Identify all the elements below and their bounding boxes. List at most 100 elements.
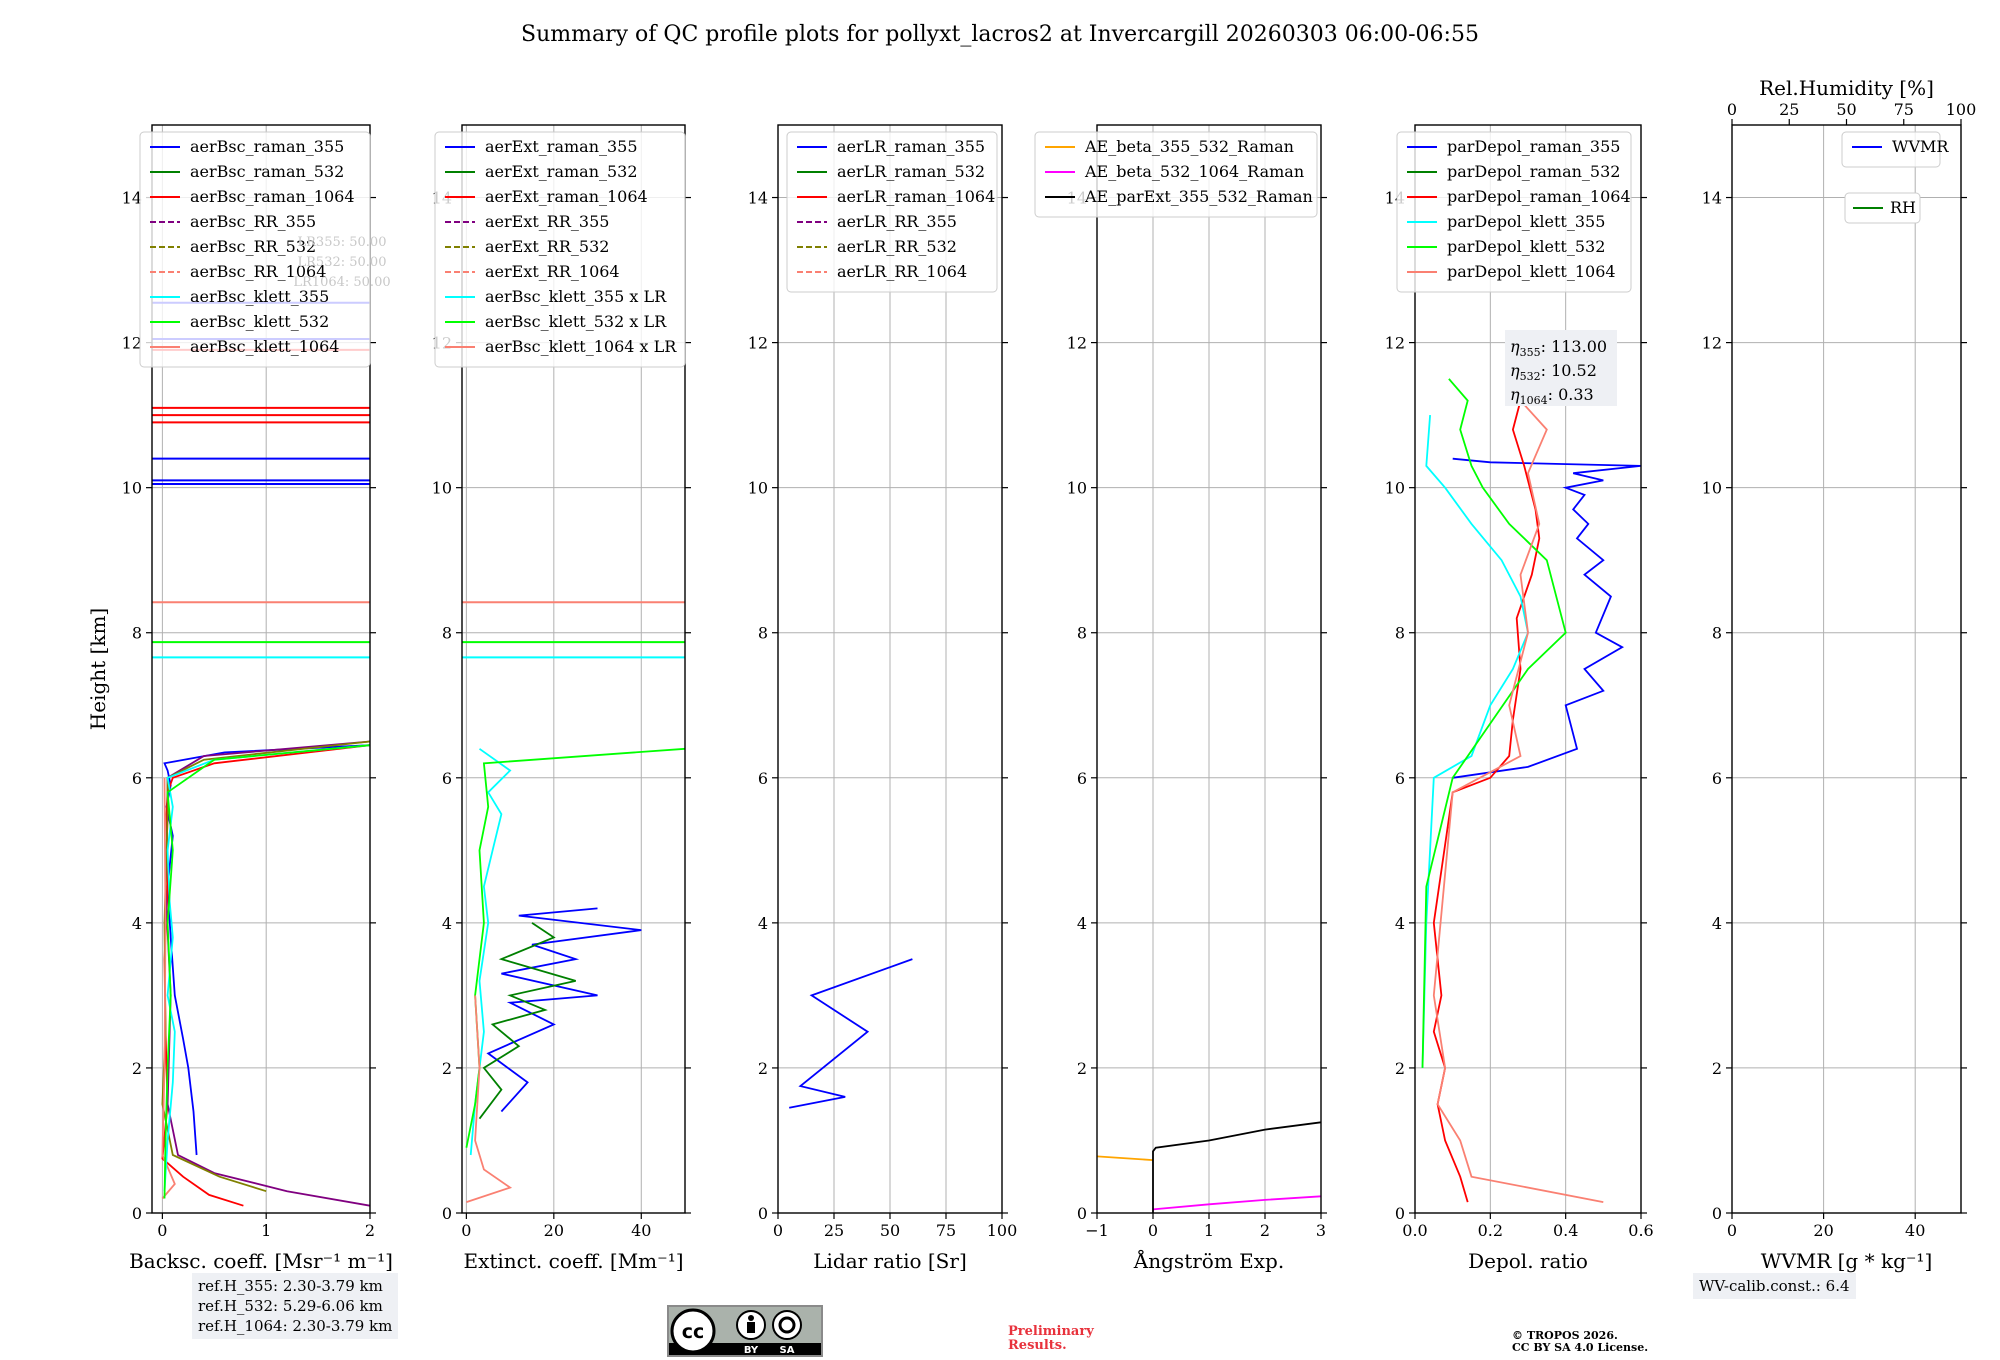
legend-label: aerBsc_raman_532 — [190, 162, 344, 181]
y-tick-label: 6 — [758, 769, 768, 788]
y-tick-label: 6 — [1395, 769, 1405, 788]
legend-label: aerBsc_RR_355 — [190, 212, 316, 231]
data-group-lr — [789, 958, 913, 1109]
x-tick-label: 20 — [544, 1221, 564, 1240]
ref-height-1064: ref.H_1064: 2.30-3.79 km — [198, 1317, 393, 1335]
legend-box — [1034, 131, 1318, 218]
legend-label: aerBsc_klett_355 x LR — [485, 287, 667, 306]
legend-label: parDepol_raman_532 — [1447, 162, 1620, 181]
x-tick-label: 1 — [1204, 1221, 1214, 1240]
series-line-AE_beta_355_532_Raman — [1097, 1155, 1154, 1161]
legend-label: aerExt_raman_1064 — [485, 187, 648, 206]
legend-label: aerBsc_raman_1064 — [190, 187, 355, 206]
legend-label: aerLR_raman_1064 — [837, 187, 995, 206]
sa-text: SA — [780, 1345, 795, 1355]
series-line-aerExt_raman_355 — [486, 907, 642, 1113]
legend-box — [1396, 131, 1632, 293]
y-tick-label: 10 — [122, 479, 142, 498]
legend-label: aerBsc_klett_532 — [190, 312, 329, 331]
legend-box — [434, 131, 686, 368]
x-tick-label: 0 — [773, 1221, 783, 1240]
data-group-depol — [1421, 371, 1641, 1203]
y-tick-label: 12 — [1702, 334, 1722, 353]
eta-box — [1505, 330, 1617, 406]
cc-text: cc — [682, 1321, 705, 1343]
x-tick-label: 2 — [1260, 1221, 1270, 1240]
series-line-aerExt_raman_532 — [478, 922, 576, 1120]
x-tick-label: 0 — [1148, 1221, 1158, 1240]
preliminary-line-1: Preliminary — [1008, 1324, 1094, 1339]
y-tick-label: 2 — [442, 1059, 452, 1078]
copyright-note: © TROPOS 2026. CC BY SA 4.0 License. — [1512, 1330, 1648, 1354]
copyright-line-2: CC BY SA 4.0 License. — [1512, 1341, 1649, 1354]
legend-bsc: aerBsc_raman_355 aerBsc_raman_532 aerBsc_r… — [139, 131, 371, 368]
cc-license-logo: cc BY SA — [667, 1305, 823, 1357]
series-line-parDepol_klett_1064 — [1432, 371, 1604, 1203]
series-line-aerBsc_raman_355 — [163, 744, 370, 1156]
series-line-AE_beta_532_1064_Raman — [1152, 1195, 1321, 1211]
legend-label: aerLR_RR_355 — [837, 212, 957, 231]
x2-axis-label: Rel.Humidity [%] — [1759, 76, 1934, 100]
axes-frame — [777, 124, 1003, 1214]
x-axis-label: Depol. ratio — [1468, 1249, 1588, 1273]
preliminary-line-2: Results. — [1008, 1338, 1067, 1353]
x-tick-label: 0.2 — [1478, 1221, 1503, 1240]
legend-box — [139, 131, 371, 368]
y-tick-label: 4 — [442, 914, 452, 933]
x2-tick-label: 50 — [1836, 100, 1856, 119]
y-tick-label: 0 — [442, 1204, 452, 1223]
y-tick-label: 12 — [122, 334, 142, 353]
y-tick-label: 4 — [1712, 914, 1722, 933]
series-line-aerBsc_klett_355 x LR — [469, 748, 512, 1156]
legend-label: aerLR_raman_532 — [837, 162, 985, 181]
x-tick-label: 20 — [1813, 1221, 1833, 1240]
x2-tick-label: 75 — [1894, 100, 1914, 119]
legend-label: aerLR_raman_355 — [837, 137, 985, 156]
axes-frame — [151, 124, 371, 1214]
legend-label: AE_beta_532_1064_Raman — [1084, 162, 1304, 181]
y-tick-label: 4 — [1395, 914, 1405, 933]
x2-tick-label: 0 — [1727, 100, 1737, 119]
y-tick-label: 2 — [758, 1059, 768, 1078]
y-tick-label: 0 — [1077, 1204, 1087, 1223]
y-tick-label: 4 — [132, 914, 142, 933]
legend-box — [1841, 131, 1941, 168]
legend-wv: WVMR RH — [1841, 131, 1949, 224]
x-axis-label: Lidar ratio [Sr] — [813, 1249, 967, 1273]
y-tick-label: 8 — [1712, 624, 1722, 643]
x-axis-label: WVMR [g * kg⁻¹] — [1761, 1249, 1933, 1273]
y-tick-label: 14 — [748, 189, 768, 208]
legend-label: RH — [1890, 198, 1916, 217]
share-alike-icon — [772, 1310, 802, 1340]
legend-label: aerBsc_klett_1064 x LR — [485, 337, 677, 356]
legend-label: aerExt_raman_532 — [485, 162, 638, 181]
axes-frame — [461, 124, 686, 1214]
x-tick-label: 1 — [261, 1221, 271, 1240]
legend-label: WVMR — [1892, 137, 1949, 156]
x-axis-label: Extinct. coeff. [Mm⁻¹] — [463, 1249, 683, 1273]
legend-label: parDepol_raman_355 — [1447, 137, 1620, 156]
legend-label: aerBsc_klett_532 x LR — [485, 312, 667, 331]
wv-calibration-box: WV-calib.const.: 6.4 — [1693, 1273, 1856, 1299]
x-tick-label: 75 — [936, 1221, 956, 1240]
eta-line: η532: 10.52 — [1510, 361, 1597, 383]
y-tick-label: 12 — [1385, 334, 1405, 353]
y-tick-label: 8 — [758, 624, 768, 643]
x-axis-label: Ångström Exp. — [1133, 1248, 1284, 1273]
y-tick-label: 4 — [758, 914, 768, 933]
y-tick-label: 10 — [432, 479, 452, 498]
legend-label: AE_parExt_355_532_Raman — [1084, 187, 1313, 206]
legend-label: aerExt_RR_1064 — [485, 262, 620, 281]
legend-ae: AE_beta_355_532_Raman AE_beta_532_1064_Ra… — [1034, 131, 1318, 218]
panel-ext: 0204002468101214Extinct. coeff. [Mm⁻¹]ae… — [432, 124, 691, 1273]
preliminary-results-note: Preliminary Results. — [1008, 1325, 1094, 1353]
x-axis-label: Backsc. coeff. [Msr⁻¹ m⁻¹] — [129, 1249, 393, 1273]
legend-label: aerBsc_RR_1064 — [190, 262, 326, 281]
x-tick-label: 0 — [1727, 1221, 1737, 1240]
series-line-aerBsc_klett_532 x LR — [465, 747, 685, 1148]
